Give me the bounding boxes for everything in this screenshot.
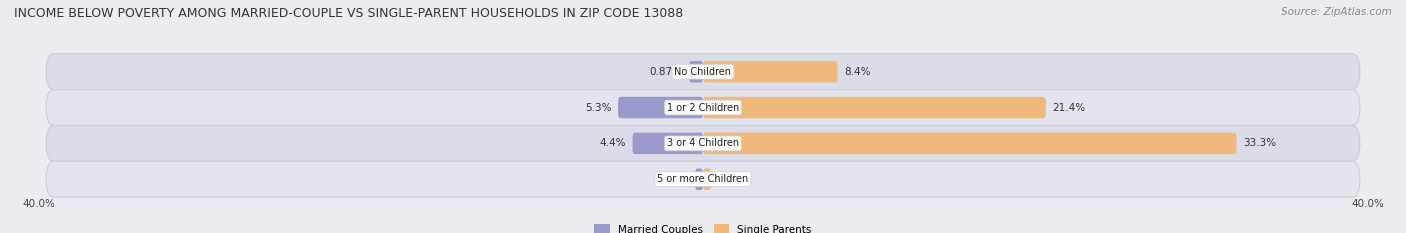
FancyBboxPatch shape bbox=[633, 133, 703, 154]
Text: 8.4%: 8.4% bbox=[844, 67, 870, 77]
Text: 4.4%: 4.4% bbox=[599, 138, 626, 148]
Text: 0.0%: 0.0% bbox=[662, 174, 689, 184]
Text: 1 or 2 Children: 1 or 2 Children bbox=[666, 103, 740, 113]
FancyBboxPatch shape bbox=[46, 54, 1360, 90]
FancyBboxPatch shape bbox=[703, 133, 1236, 154]
Text: 3 or 4 Children: 3 or 4 Children bbox=[666, 138, 740, 148]
Text: 21.4%: 21.4% bbox=[1052, 103, 1085, 113]
Text: Source: ZipAtlas.com: Source: ZipAtlas.com bbox=[1281, 7, 1392, 17]
Text: 0.87%: 0.87% bbox=[650, 67, 683, 77]
Text: 33.3%: 33.3% bbox=[1243, 138, 1277, 148]
Text: 40.0%: 40.0% bbox=[1351, 199, 1384, 209]
FancyBboxPatch shape bbox=[46, 161, 1360, 197]
FancyBboxPatch shape bbox=[46, 90, 1360, 125]
FancyBboxPatch shape bbox=[703, 168, 711, 190]
Legend: Married Couples, Single Parents: Married Couples, Single Parents bbox=[595, 224, 811, 233]
Text: 5 or more Children: 5 or more Children bbox=[658, 174, 748, 184]
FancyBboxPatch shape bbox=[46, 125, 1360, 161]
Text: 0.0%: 0.0% bbox=[717, 174, 744, 184]
FancyBboxPatch shape bbox=[703, 61, 838, 82]
Text: No Children: No Children bbox=[675, 67, 731, 77]
Text: INCOME BELOW POVERTY AMONG MARRIED-COUPLE VS SINGLE-PARENT HOUSEHOLDS IN ZIP COD: INCOME BELOW POVERTY AMONG MARRIED-COUPL… bbox=[14, 7, 683, 20]
FancyBboxPatch shape bbox=[703, 97, 1046, 118]
FancyBboxPatch shape bbox=[695, 168, 703, 190]
FancyBboxPatch shape bbox=[619, 97, 703, 118]
Text: 40.0%: 40.0% bbox=[22, 199, 55, 209]
Text: 5.3%: 5.3% bbox=[585, 103, 612, 113]
FancyBboxPatch shape bbox=[689, 61, 703, 82]
